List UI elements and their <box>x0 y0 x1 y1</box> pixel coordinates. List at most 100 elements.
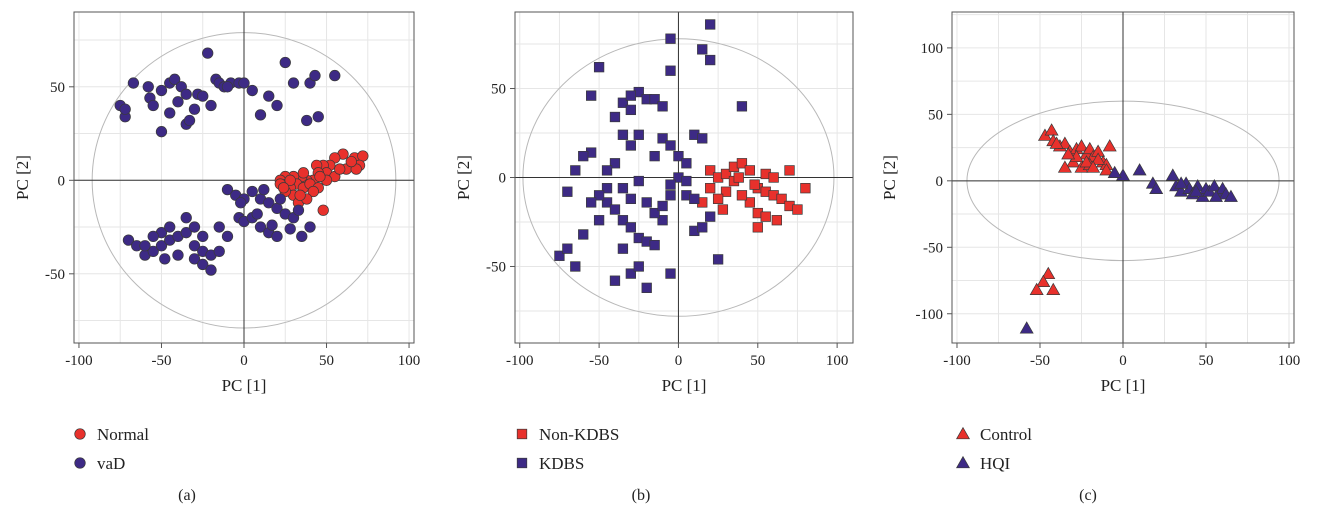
data-point <box>317 204 329 216</box>
data-point <box>736 101 748 112</box>
data-point <box>197 258 209 271</box>
x-axis-label: PC [1] <box>222 376 267 395</box>
data-point <box>1074 139 1089 152</box>
data-point <box>633 261 644 272</box>
data-point <box>609 111 621 123</box>
series-kdbs <box>554 19 748 293</box>
chart-panel-2: -100 -50 0 50 100 -50 0 50 PC [1] PC [2] Non-KDBS K… <box>454 11 854 504</box>
data-point <box>142 81 154 93</box>
legend-marker <box>516 457 528 469</box>
data-point <box>609 275 621 286</box>
data-point <box>641 282 652 293</box>
data-point <box>334 163 346 175</box>
data-point <box>625 90 636 101</box>
data-point <box>578 229 589 240</box>
data-point <box>736 190 748 201</box>
data-point <box>1029 282 1044 295</box>
y-tick-label: -100 <box>916 307 944 323</box>
data-point <box>180 88 192 100</box>
data-point <box>1086 160 1101 173</box>
y-axis-label: PC [2] <box>880 155 899 200</box>
data-point <box>345 155 357 168</box>
x-tick-label: -50 <box>151 353 171 369</box>
data-point <box>649 150 660 162</box>
data-point <box>689 193 700 205</box>
data-point <box>1049 136 1064 149</box>
data-point <box>292 204 305 216</box>
y-tick-label: 50 <box>928 107 943 123</box>
data-point <box>649 94 660 105</box>
data-point <box>633 175 644 187</box>
data-point <box>570 165 581 176</box>
y-tick-label: -50 <box>923 240 943 256</box>
data-point <box>301 114 313 127</box>
data-point <box>312 111 324 123</box>
data-point <box>263 197 275 209</box>
data-point <box>246 185 258 198</box>
data-point <box>1102 139 1117 152</box>
data-point <box>246 84 258 97</box>
data-point <box>554 250 565 261</box>
data-point <box>221 81 234 93</box>
data-point <box>188 103 201 115</box>
data-point <box>697 44 708 55</box>
y-tick-label: 0 <box>499 171 507 187</box>
data-point <box>183 114 196 127</box>
data-point <box>159 253 171 265</box>
data-point <box>601 183 613 194</box>
legend-marker <box>955 426 971 440</box>
data-point <box>251 208 263 220</box>
data-point <box>752 222 763 233</box>
x-axis-label: PC [1] <box>662 376 707 395</box>
data-point <box>681 175 692 187</box>
data-point <box>625 222 636 233</box>
x-tick-label: 100 <box>398 353 421 369</box>
data-point <box>1189 184 1204 197</box>
data-point <box>297 167 310 179</box>
data-point <box>147 230 159 243</box>
data-point <box>1057 160 1072 173</box>
data-point <box>744 165 756 176</box>
data-point <box>1149 181 1164 194</box>
data-point <box>705 54 716 66</box>
data-point <box>1174 176 1189 189</box>
data-point <box>294 189 306 201</box>
data-point <box>221 184 234 196</box>
data-point <box>665 140 676 151</box>
x-tick-label: 50 <box>319 353 334 369</box>
x-tick-label: 50 <box>750 353 765 369</box>
data-point <box>221 230 234 243</box>
data-point <box>213 221 225 233</box>
data-point <box>1208 189 1223 202</box>
data-point <box>1041 266 1056 280</box>
legend-label: Control <box>980 425 1032 444</box>
data-point <box>744 197 756 208</box>
panel-label: (a) <box>178 487 196 504</box>
y-tick-label: 50 <box>491 82 506 98</box>
data-point <box>155 126 168 138</box>
data-point <box>665 65 676 76</box>
data-point <box>784 165 795 176</box>
data-point <box>1132 163 1147 176</box>
data-point <box>172 249 184 261</box>
data-point <box>180 212 192 224</box>
data-point <box>657 133 668 144</box>
x-tick-label: -100 <box>65 353 93 369</box>
data-point <box>284 174 296 186</box>
data-point <box>127 77 140 89</box>
x-tick-label: -50 <box>589 353 609 369</box>
data-point <box>1099 163 1114 176</box>
data-point <box>768 172 779 183</box>
data-point <box>633 129 644 140</box>
data-point <box>147 99 159 112</box>
data-point <box>586 90 597 101</box>
x-tick-label: 100 <box>826 353 849 369</box>
data-point <box>155 240 168 252</box>
x-tick-label: -50 <box>1030 353 1050 369</box>
data-point <box>792 204 803 215</box>
data-point <box>717 204 729 215</box>
data-point <box>180 227 192 239</box>
y-tick-label: 0 <box>58 173 66 189</box>
data-point <box>657 215 668 226</box>
